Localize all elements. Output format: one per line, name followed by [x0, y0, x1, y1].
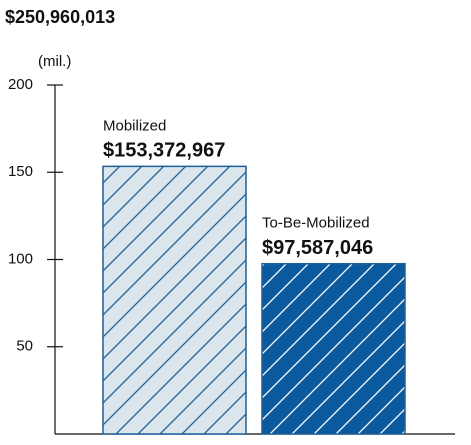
value-label: $153,372,967	[103, 140, 225, 162]
bar	[261, 262, 406, 435]
category-label: To-Be-Mobilized	[262, 215, 370, 232]
y-tick-label: 200	[8, 76, 33, 93]
chart-title: $250,960,013	[5, 7, 115, 27]
value-label: $97,587,046	[262, 237, 373, 259]
y-tick-label: 100	[8, 250, 33, 267]
y-tick-label: 150	[8, 163, 33, 180]
category-label: Mobilized	[103, 117, 166, 134]
bar	[102, 165, 247, 435]
y-axis-label: (mil.)	[38, 53, 71, 70]
y-tick-label: 50	[16, 338, 33, 355]
